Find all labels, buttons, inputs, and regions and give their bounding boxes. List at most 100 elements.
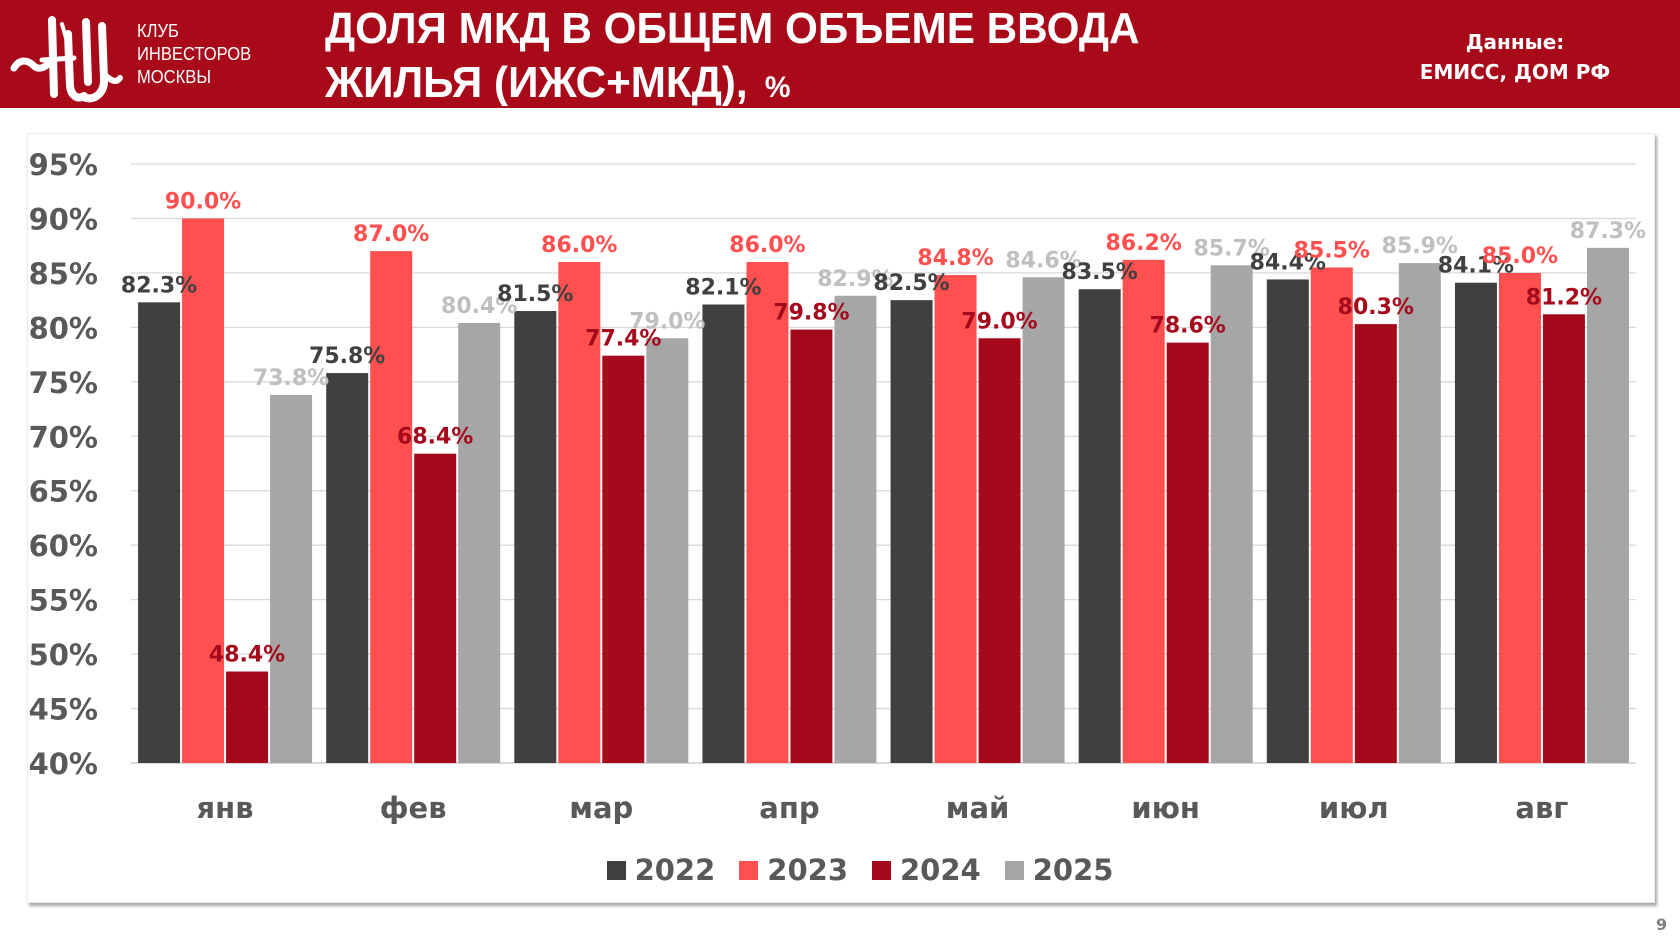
bar-2024-2 [602,355,645,763]
legend-swatch-2024 [872,860,891,880]
y-tick-label: 95% [29,148,98,182]
legend-swatch-2023 [739,860,759,880]
legend-swatch-2025 [1004,860,1024,880]
x-tick-label: июн [1131,791,1200,825]
y-tick-label: 45% [29,693,98,727]
data-label-2025-5: 85.7% [1194,236,1270,261]
data-label-2022-5: 83.5% [1062,260,1138,285]
data-label-2024-2: 77.4% [585,327,661,352]
data-label-2023-4: 84.8% [917,246,993,271]
bar-2023-3 [746,262,789,763]
page-number: 9 [1656,915,1668,934]
club-name: КЛУБ ИНВЕСТОРОВ МОСКВЫ [137,20,251,89]
y-tick-label: 75% [29,366,98,400]
bar-2022-6 [1266,279,1309,763]
title-line-2: ЖИЛЬЯ (ИЖС+МКД),% [325,56,1139,115]
bar-2025-4 [1022,277,1065,763]
data-label-2025-2: 79.0% [629,309,705,334]
legend-item-2022: 2022 [606,853,716,887]
y-tick-label: 50% [29,638,98,672]
bar-2025-2 [646,338,689,763]
data-label-2025-1: 80.4% [441,294,517,319]
club-name-line: МОСКВЫ [137,67,211,87]
x-tick-label: янв [197,791,254,825]
data-label-2025-4: 84.6% [1005,248,1081,273]
legend: 2022 2023 2024 2025 [0,853,1680,887]
bar-2024-4 [978,338,1021,763]
bar-2022-7 [1454,282,1497,763]
legend-swatch-2022 [606,860,626,880]
club-name-line: ИНВЕСТОРОВ [137,44,252,64]
y-tick-label: 40% [29,747,98,781]
bar-2025-5 [1210,265,1253,763]
club-logo-icon [10,16,123,103]
data-label-2022-3: 82.1% [685,275,761,300]
legend-item-2024: 2024 [872,853,981,887]
bars [138,218,1629,764]
bar-2025-6 [1398,263,1441,763]
data-source: Данные: ЕМИСС, ДОМ РФ [1380,27,1650,87]
legend-label-2023: 2023 [767,853,848,887]
data-label-2023-5: 86.2% [1106,231,1182,256]
x-axis-tick-labels: янв фев мар апр май июн июл авг [197,791,1569,825]
bar-2023-1 [370,251,413,764]
data-label-2024-7: 81.2% [1526,285,1602,310]
legend-item-2025: 2025 [1004,853,1113,887]
data-labels: 82.3% 90.0% 48.4% 73.8%75.8% 87.0% 68.4% 80.4%… [121,189,1646,667]
legend-label-2024: 2024 [900,853,981,887]
x-tick-label: май [946,791,1010,825]
bar-2023-4 [934,275,977,763]
data-label-2024-5: 78.6% [1150,314,1226,339]
header-bar: КЛУБ ИНВЕСТОРОВ МОСКВЫ ДОЛЯ МКД В ОБЩЕМ … [0,0,1680,108]
data-label-2023-7: 85.0% [1482,244,1558,269]
bar-2025-7 [1586,247,1629,764]
bar-2024-7 [1542,314,1585,763]
data-label-2024-1: 68.4% [397,425,473,450]
data-label-2025-3: 82.9% [817,267,893,292]
bar-2022-3 [702,304,745,763]
x-tick-label: апр [759,791,819,825]
bar-2024-5 [1166,342,1209,763]
title-unit: % [764,71,791,104]
data-label-2023-6: 85.5% [1294,238,1370,263]
bar-2024-1 [414,453,457,763]
club-name-line: КЛУБ [137,21,179,41]
data-label-2023-0: 90.0% [165,189,241,214]
data-label-2023-1: 87.0% [353,222,429,247]
bar-2025-3 [834,295,877,763]
data-label-2025-7: 87.3% [1570,219,1646,244]
y-tick-label: 65% [29,475,98,509]
source-label: Данные: [1465,30,1565,54]
bar-2024-3 [790,329,833,763]
y-axis-tick-labels: 40% 45% 50% 55% 60% 65% 70% 75% 80% 85% 90% 95% [29,148,98,781]
bar-2022-2 [514,311,557,763]
legend-label-2022: 2022 [634,853,716,887]
data-label-2024-4: 79.0% [961,309,1037,334]
x-tick-label: авг [1515,791,1568,825]
bar-2022-5 [1078,289,1121,763]
bar-2023-2 [558,262,601,763]
y-tick-label: 55% [29,584,98,618]
data-label-2025-0: 73.8% [253,366,329,391]
data-label-2022-1: 75.8% [309,344,385,369]
bar-2022-4 [890,300,933,763]
x-tick-label: мар [569,791,633,825]
bar-2022-0 [138,302,181,763]
bar-2023-7 [1498,272,1541,763]
bar-2024-0 [226,671,269,763]
y-tick-label: 70% [29,420,98,454]
bar-2023-0 [182,218,225,764]
y-tick-label: 90% [29,202,98,236]
data-label-2024-6: 80.3% [1338,295,1414,320]
bar-2022-1 [326,373,369,763]
title-line-2-text: ЖИЛЬЯ (ИЖС+МКД), [325,58,748,107]
data-label-2023-3: 86.0% [729,233,805,258]
legend-item-2023: 2023 [739,853,848,887]
bar-2023-5 [1122,259,1165,763]
page-title: ДОЛЯ МКД В ОБЩЕМ ОБЪЕМЕ ВВОДА ЖИЛЬЯ (ИЖС… [325,2,1139,115]
data-label-2023-2: 86.0% [541,233,617,258]
data-label-2022-4: 82.5% [873,271,949,296]
y-tick-label: 85% [29,257,98,291]
data-label-2022-7: 84.1% [1438,254,1514,279]
